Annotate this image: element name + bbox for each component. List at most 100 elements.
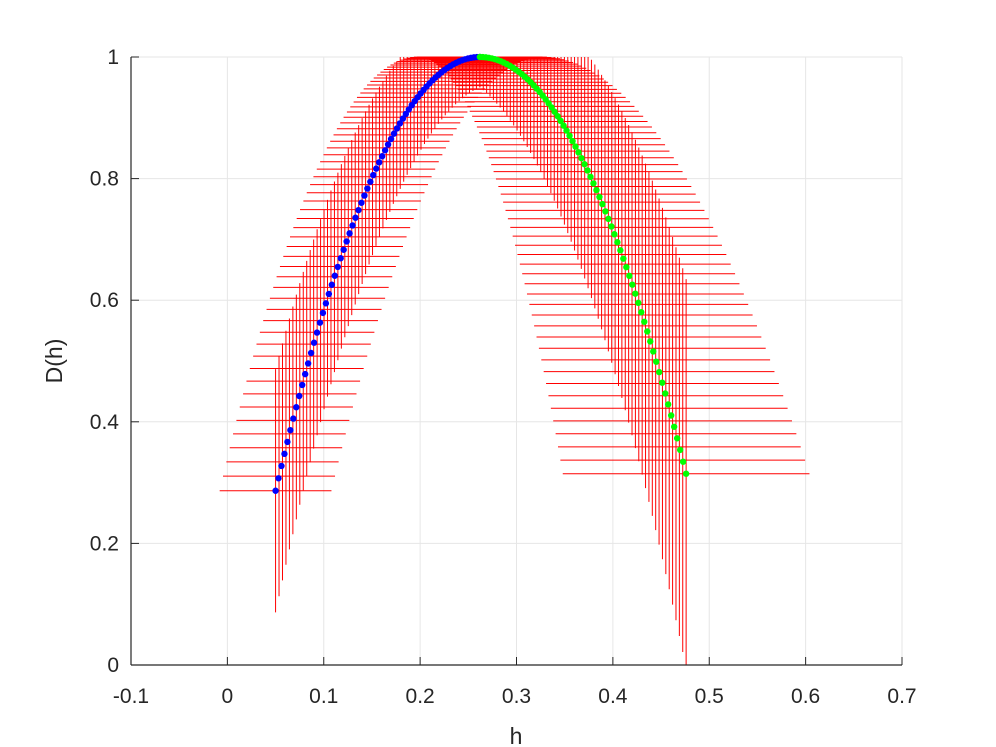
right-branch-point — [629, 281, 636, 288]
left-branch-point — [349, 222, 356, 229]
y-axis-label: D(h) — [41, 339, 67, 384]
spectrum-series — [272, 53, 690, 494]
left-branch-point — [296, 392, 303, 400]
left-branch-point — [319, 309, 327, 317]
right-branch-point — [557, 117, 564, 125]
x-axis-label: h — [510, 723, 523, 747]
left-branch-point — [316, 319, 324, 326]
left-branch-point — [376, 159, 383, 166]
right-branch-point — [554, 112, 561, 120]
right-branch-point — [566, 132, 573, 139]
right-branch-point — [664, 401, 672, 408]
right-branch-point — [638, 309, 645, 316]
right-branch-point — [605, 215, 612, 223]
left-branch-point — [378, 153, 386, 160]
left-branch-point — [293, 404, 300, 411]
left-branch-point — [384, 141, 392, 148]
left-branch-point — [328, 281, 336, 288]
right-branch-point — [611, 231, 618, 238]
right-branch-point — [587, 173, 594, 181]
left-branch-point — [346, 230, 353, 237]
right-branch-point — [661, 390, 669, 397]
right-branch-point — [596, 193, 603, 201]
right-branch-point — [584, 167, 591, 174]
x-tick-label: -0.1 — [113, 685, 149, 708]
right-branch-point — [581, 161, 588, 168]
right-branch-point — [676, 446, 684, 454]
axes: -0.1 0 0.1 0.2 0.3 0.4 0.5 0.6 0.7 0 0.2 0.4 0.6 0.8 1 — [90, 46, 917, 708]
left-branch-point — [290, 415, 297, 422]
left-branch-point — [272, 487, 279, 494]
right-branch-point — [626, 272, 633, 280]
left-branch-point — [393, 125, 401, 132]
right-branch-point — [590, 180, 597, 187]
left-branch-point — [322, 300, 330, 307]
right-branch-point — [653, 358, 660, 365]
right-branch-point — [647, 338, 654, 345]
right-branch-point — [644, 328, 651, 335]
right-branch-point — [656, 368, 663, 376]
right-branch-point — [623, 263, 630, 271]
left-branch-point — [396, 120, 404, 127]
right-branch-point — [617, 247, 624, 254]
right-branch-point — [608, 223, 615, 230]
right-branch-point — [632, 290, 639, 297]
left-branch-point — [370, 171, 377, 179]
left-branch-point — [367, 178, 374, 185]
y-tick-label: 0 — [107, 654, 119, 677]
left-branch-point — [281, 450, 288, 458]
left-branch-point — [310, 339, 318, 346]
right-branch-point — [667, 412, 675, 419]
left-branch-point — [284, 438, 291, 446]
right-branch-point — [593, 186, 600, 194]
x-tick-label: 0.7 — [887, 685, 916, 708]
y-tick-label: 0.2 — [90, 532, 119, 555]
left-branch-point — [361, 192, 368, 199]
y-tick-label: 0.8 — [90, 168, 119, 191]
right-branch-point — [682, 470, 690, 477]
x-tick-label: 0.6 — [791, 685, 820, 708]
right-branch-point — [673, 435, 681, 442]
right-branch-point — [575, 149, 582, 156]
left-branch-point — [278, 462, 285, 470]
right-branch-point — [659, 379, 666, 386]
right-branch-point — [599, 200, 606, 208]
right-branch-point — [614, 239, 621, 246]
right-branch-point — [560, 122, 567, 129]
x-tick-label: 0 — [222, 685, 234, 708]
left-branch-point — [364, 185, 371, 192]
left-branch-point — [299, 381, 306, 389]
left-branch-point — [343, 238, 350, 245]
left-branch-point — [331, 272, 338, 279]
right-branch-point — [679, 458, 687, 465]
right-branch-point — [670, 423, 678, 430]
x-tick-label: 0.4 — [598, 685, 628, 708]
left-branch-point — [287, 426, 294, 434]
right-branch-point — [620, 255, 627, 262]
right-branch-point — [602, 208, 609, 215]
left-branch-point — [301, 370, 309, 378]
right-branch-point — [641, 318, 648, 325]
left-branch-point — [313, 329, 321, 336]
left-branch-point — [307, 349, 315, 357]
y-tick-label: 0.6 — [90, 289, 119, 312]
left-branch-point — [334, 263, 341, 271]
x-tick-label: 0.5 — [695, 685, 724, 708]
y-tick-label: 0.4 — [90, 411, 120, 434]
left-branch-point — [355, 206, 362, 214]
y-tick-label: 1 — [107, 46, 119, 69]
left-branch-point — [340, 246, 347, 253]
left-branch-point — [387, 135, 395, 143]
left-branch-point — [325, 290, 333, 298]
left-branch-point — [304, 360, 312, 367]
right-branch-point — [650, 348, 657, 355]
x-tick-label: 0.2 — [406, 685, 435, 708]
left-branch-point — [390, 130, 398, 137]
left-branch-point — [352, 214, 359, 221]
left-branch-point — [381, 147, 389, 154]
left-branch-point — [337, 255, 344, 262]
x-tick-label: 0.3 — [502, 685, 531, 708]
right-branch-point — [578, 154, 585, 162]
right-branch-point — [569, 137, 576, 145]
